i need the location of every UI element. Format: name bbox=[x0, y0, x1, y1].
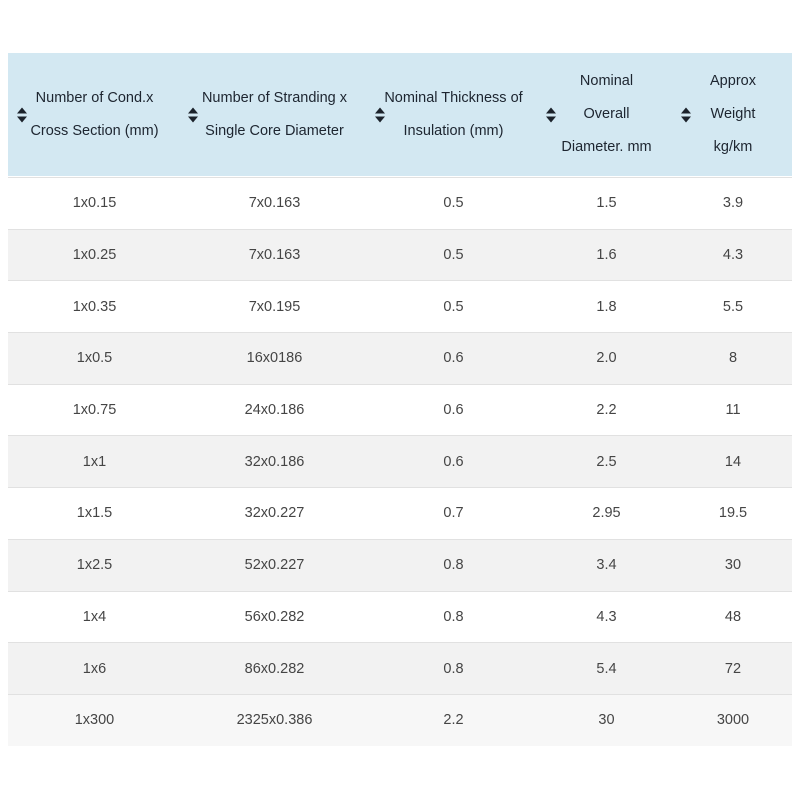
cell-insulation-thickness: 0.6 bbox=[443, 402, 464, 419]
cell-approx-weight: 11 bbox=[725, 402, 741, 419]
cell-cond-cross-section: 1x4 bbox=[82, 608, 107, 625]
cell-overall-diameter: 1.5 bbox=[596, 195, 617, 212]
table-row: 1x4 56x0.282 0.8 4.3 48 bbox=[8, 590, 792, 643]
table-header-row: Number of Cond.x Cross Section (mm) Numb… bbox=[8, 53, 792, 176]
cell-overall-diameter: 2.0 bbox=[596, 350, 617, 367]
table-row: 1x0.75 24x0.186 0.6 2.2 11 bbox=[8, 383, 792, 436]
table-row: 1x1 32x0.186 0.6 2.5 14 bbox=[8, 435, 792, 488]
cable-spec-table: Number of Cond.x Cross Section (mm) Numb… bbox=[8, 53, 792, 746]
cell-cond-cross-section: 1x2.5 bbox=[76, 557, 113, 574]
cell-insulation-thickness: 2.2 bbox=[443, 712, 464, 729]
cell-stranding-core-diameter: 56x0.282 bbox=[244, 608, 305, 625]
cell-stranding-core-diameter: 7x0.163 bbox=[248, 195, 301, 212]
cell-cond-cross-section: 1x0.25 bbox=[72, 247, 117, 264]
cell-cond-cross-section: 1x0.35 bbox=[72, 298, 117, 315]
cell-insulation-thickness: 0.8 bbox=[443, 660, 464, 677]
cell-overall-diameter: 30 bbox=[598, 712, 615, 729]
cell-insulation-thickness: 0.8 bbox=[443, 557, 464, 574]
table-row: 1x300 2325x0.386 2.2 30 3000 bbox=[8, 693, 792, 746]
cell-insulation-thickness: 0.6 bbox=[443, 453, 464, 470]
cell-overall-diameter: 1.8 bbox=[596, 298, 617, 315]
table-row: 1x1.5 32x0.227 0.7 2.95 19.5 bbox=[8, 487, 792, 539]
column-header-label: Number of Cond.x Cross Section (mm) bbox=[30, 89, 159, 139]
cell-approx-weight: 8 bbox=[728, 350, 738, 367]
cell-stranding-core-diameter: 52x0.227 bbox=[244, 557, 305, 574]
cell-approx-weight: 48 bbox=[724, 608, 742, 625]
table-body: 1x0.15 7x0.163 0.5 1.5 3.9 1x0.25 7x0.16… bbox=[8, 177, 792, 746]
column-header-label: Approx Weight kg/km bbox=[710, 73, 756, 155]
cell-approx-weight: 30 bbox=[724, 557, 742, 574]
table-row: 1x2.5 52x0.227 0.8 3.4 30 bbox=[8, 538, 792, 591]
sort-updown-icon[interactable] bbox=[188, 107, 198, 122]
cell-cond-cross-section: 1x0.15 bbox=[72, 195, 117, 212]
column-header-overall-diameter[interactable]: Nominal Overall Diameter. mm bbox=[539, 53, 674, 176]
cell-approx-weight: 3000 bbox=[716, 712, 750, 729]
cell-stranding-core-diameter: 2325x0.386 bbox=[236, 712, 313, 729]
column-header-label: Number of Stranding x Single Core Diamet… bbox=[201, 89, 348, 139]
cell-stranding-core-diameter: 32x0.186 bbox=[244, 453, 305, 470]
cell-approx-weight: 4.3 bbox=[722, 247, 744, 264]
column-header-label: Nominal Overall Diameter. mm bbox=[561, 73, 652, 155]
cell-cond-cross-section: 1x0.5 bbox=[76, 350, 113, 367]
cell-stranding-core-diameter: 86x0.282 bbox=[244, 660, 305, 677]
cell-cond-cross-section: 1x1.5 bbox=[76, 505, 113, 522]
column-header-stranding-core-diameter[interactable]: Number of Stranding x Single Core Diamet… bbox=[181, 53, 368, 176]
cell-cond-cross-section: 1x0.75 bbox=[72, 402, 117, 419]
sort-updown-icon[interactable] bbox=[681, 107, 691, 122]
cell-stranding-core-diameter: 7x0.195 bbox=[248, 298, 301, 315]
cell-overall-diameter: 2.5 bbox=[596, 453, 617, 470]
cell-approx-weight: 5.5 bbox=[722, 298, 744, 315]
cell-stranding-core-diameter: 32x0.227 bbox=[244, 505, 305, 522]
cell-insulation-thickness: 0.8 bbox=[443, 608, 464, 625]
cell-cond-cross-section: 1x6 bbox=[82, 660, 107, 677]
cell-insulation-thickness: 0.7 bbox=[443, 505, 464, 522]
cell-cond-cross-section: 1x1 bbox=[82, 453, 107, 470]
table-row: 1x0.5 16x0186 0.6 2.0 8 bbox=[8, 332, 792, 384]
cell-overall-diameter: 1.6 bbox=[596, 247, 617, 264]
table-row: 1x0.25 7x0.163 0.5 1.6 4.3 bbox=[8, 228, 792, 281]
sort-updown-icon[interactable] bbox=[546, 107, 556, 122]
column-header-insulation-thickness[interactable]: Nominal Thickness of Insulation (mm) bbox=[368, 53, 539, 176]
column-header-cond-cross-section[interactable]: Number of Cond.x Cross Section (mm) bbox=[8, 53, 181, 176]
cell-overall-diameter: 2.95 bbox=[592, 505, 621, 522]
cell-approx-weight: 72 bbox=[724, 660, 742, 677]
cell-approx-weight: 19.5 bbox=[718, 505, 748, 522]
sort-updown-icon[interactable] bbox=[17, 107, 27, 122]
cell-insulation-thickness: 0.5 bbox=[443, 247, 464, 264]
cell-stranding-core-diameter: 24x0.186 bbox=[244, 402, 305, 419]
cell-approx-weight: 14 bbox=[724, 453, 742, 470]
cell-overall-diameter: 4.3 bbox=[596, 608, 617, 625]
table-row: 1x0.35 7x0.195 0.5 1.8 5.5 bbox=[8, 280, 792, 333]
column-header-approx-weight[interactable]: Approx Weight kg/km bbox=[674, 53, 792, 176]
sort-updown-icon[interactable] bbox=[375, 107, 385, 122]
cell-cond-cross-section: 1x300 bbox=[74, 712, 115, 729]
cell-overall-diameter: 5.4 bbox=[596, 660, 617, 677]
cell-insulation-thickness: 0.5 bbox=[443, 195, 464, 212]
table-row: 1x0.15 7x0.163 0.5 1.5 3.9 bbox=[8, 177, 792, 229]
table-row: 1x6 86x0.282 0.8 5.4 72 bbox=[8, 642, 792, 694]
cell-overall-diameter: 2.2 bbox=[596, 402, 617, 419]
cell-stranding-core-diameter: 7x0.163 bbox=[248, 247, 301, 264]
cell-approx-weight: 3.9 bbox=[722, 195, 744, 212]
cell-insulation-thickness: 0.5 bbox=[443, 298, 464, 315]
cell-overall-diameter: 3.4 bbox=[596, 557, 617, 574]
cell-stranding-core-diameter: 16x0186 bbox=[246, 350, 303, 367]
column-header-label: Nominal Thickness of Insulation (mm) bbox=[384, 89, 523, 139]
cell-insulation-thickness: 0.6 bbox=[443, 350, 464, 367]
